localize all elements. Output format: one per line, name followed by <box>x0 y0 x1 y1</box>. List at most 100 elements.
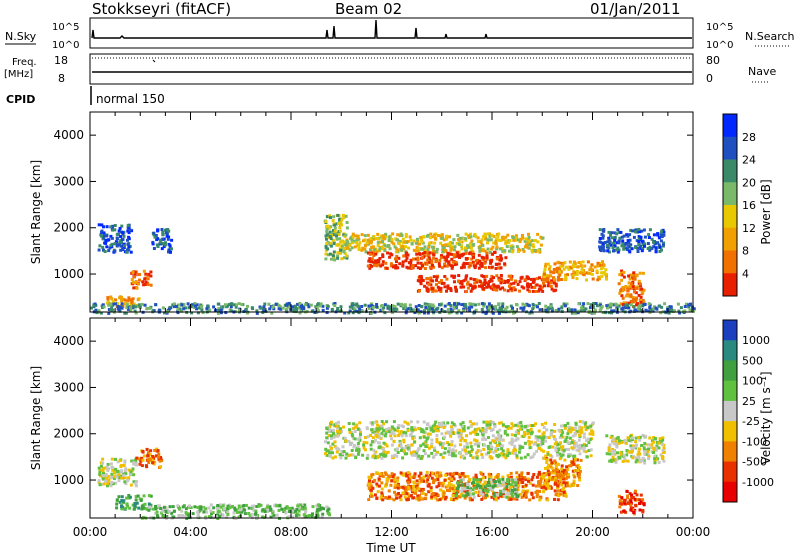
velocity-echo-cell <box>508 441 512 445</box>
power-echo-cell <box>619 302 623 306</box>
velocity-echo-cell <box>427 446 431 450</box>
power-echo-cell <box>371 245 375 249</box>
power-echo-cell <box>299 309 303 313</box>
velocity-echo-cell <box>441 484 445 488</box>
power-echo-cell <box>428 236 432 240</box>
velocity-echo-cell <box>420 430 424 434</box>
power-echo-cell <box>512 236 515 240</box>
velocity-echo-cell <box>573 475 577 479</box>
velocity-echo-cell <box>564 438 568 442</box>
velocity-echo-cell <box>123 476 127 480</box>
power-echo-cell <box>585 271 589 275</box>
power-echo-cell <box>113 242 117 246</box>
power-echo-cell <box>392 309 396 312</box>
velocity-echo-cell <box>461 448 465 452</box>
velocity-echo-cell <box>419 456 423 460</box>
velocity-echo-cell <box>572 473 576 477</box>
velocity-echo-cell <box>164 509 168 513</box>
power-echo-cell <box>351 302 355 306</box>
power-echo-cell <box>190 303 194 307</box>
power-echo-cell <box>425 302 429 306</box>
power-echo-cell <box>335 237 339 241</box>
power-echo-cell <box>630 247 634 251</box>
power-echo-cell <box>410 242 414 246</box>
power-echo-cell <box>640 229 644 233</box>
velocity-echo-cell <box>661 438 665 442</box>
velocity-echo-cell <box>619 451 623 455</box>
velocity-echo-cell <box>277 508 281 512</box>
velocity-echo-cell <box>430 495 434 499</box>
power-echo-cell <box>442 281 446 285</box>
power-echo-cell <box>155 243 159 247</box>
freq-label: Freq. <box>12 57 37 68</box>
velocity-echo-cell <box>562 468 566 472</box>
velocity-echo-cell <box>329 437 333 440</box>
velocity-echo-cell <box>495 444 499 447</box>
power-echo-cell <box>646 309 650 313</box>
velocity-echo-cell <box>590 429 594 433</box>
velocity-echo-cell <box>554 448 558 452</box>
velocity-echo-cell <box>387 430 391 434</box>
velocity-echo-cell <box>381 447 385 451</box>
velocity-echo-cell <box>275 504 279 508</box>
power-echo-cell <box>620 235 624 239</box>
velocity-echo-cell <box>377 433 381 437</box>
velocity-echo-cell <box>489 445 492 449</box>
velocity-echo-cell <box>458 495 462 499</box>
power-echo-cell <box>469 232 472 236</box>
nsearch-tick-top: 10^5 <box>706 22 733 33</box>
power-echo-cell <box>616 246 620 250</box>
power-echo-cell <box>525 245 529 249</box>
power-echo-cell <box>464 305 468 309</box>
power-echo-cell <box>130 278 134 282</box>
velocity-echo-cell <box>324 452 327 456</box>
power-echo-cell <box>434 289 438 293</box>
velocity-echo-cell <box>546 481 550 485</box>
velocity-echo-cell <box>526 453 530 457</box>
power-echo-cell <box>109 225 113 229</box>
power-echo-cell <box>453 280 456 284</box>
power-echo-cell <box>453 248 456 252</box>
power-echo-cell <box>147 272 151 276</box>
velocity-echo-cell <box>472 478 476 482</box>
velocity-echo-cell <box>458 473 461 477</box>
power-echo-cell <box>434 237 438 241</box>
velocity-echo-cell <box>639 459 643 463</box>
power-echo-cell <box>469 235 473 239</box>
power-echo-cell <box>157 308 161 312</box>
power-echo-cell <box>109 234 113 238</box>
velocity-echo-cell <box>459 479 463 483</box>
power-echo-cell <box>561 263 565 267</box>
power-echo-cell <box>118 243 122 247</box>
velocity-echo-cell <box>331 451 334 455</box>
velocity-echo-cell <box>333 455 337 459</box>
power-echo-cell <box>230 302 234 306</box>
power-echo-cell <box>632 275 636 279</box>
velocity-echo-cell <box>507 476 511 480</box>
power-echo-cell <box>439 290 443 293</box>
power-echo-cell <box>641 271 645 275</box>
velocity-echo-cell <box>332 435 336 439</box>
power-echo-cell <box>621 244 625 248</box>
power-echo-cell <box>133 309 137 313</box>
station-title: Stokkseyri (fitACF) <box>92 0 231 18</box>
power-echo-cell <box>325 242 329 246</box>
power-colorbar-tick: 8 <box>742 245 749 258</box>
velocity-echo-cell <box>519 456 523 460</box>
velocity-echo-cell <box>474 490 478 494</box>
velocity-echo-cell <box>481 476 485 480</box>
date-title: 01/Jan/2011 <box>590 0 681 18</box>
velocity-echo-cell <box>371 421 375 425</box>
velocity-echo-cell <box>548 476 551 480</box>
velocity-echo-cell <box>311 505 315 509</box>
velocity-echo-cell <box>151 461 155 465</box>
velocity-echo-cell <box>352 422 356 426</box>
power-echo-cell <box>558 270 562 274</box>
power-echo-cell <box>615 241 619 245</box>
velocity-echo-cell <box>450 472 454 476</box>
power-echo-cell <box>461 309 465 313</box>
velocity-echo-cell <box>461 421 465 425</box>
velocity-echo-cell <box>545 428 549 432</box>
power-echo-cell <box>114 298 117 302</box>
power-echo-cell <box>457 238 461 241</box>
